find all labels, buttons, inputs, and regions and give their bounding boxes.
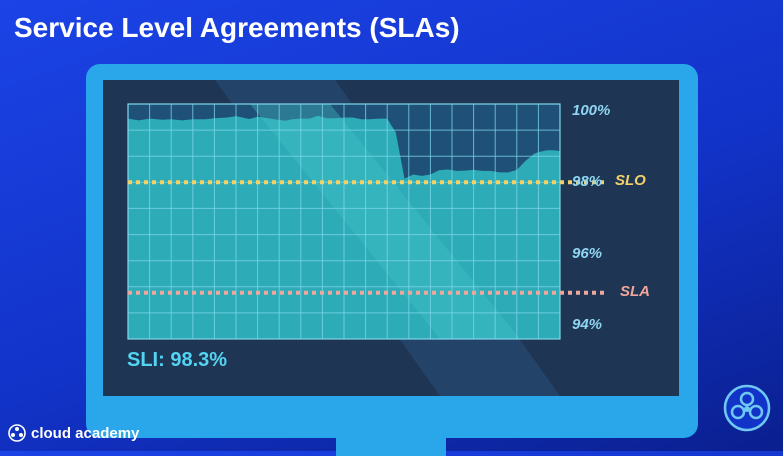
- grid-layer: [127, 103, 561, 340]
- y-tick-label: 96%: [572, 244, 603, 262]
- brand-name: cloud academy: [31, 424, 140, 442]
- plot-border: [127, 103, 561, 340]
- slo-label: SLO: [615, 172, 646, 190]
- cloud-academy-badge-icon: [723, 384, 771, 432]
- cloud-academy-logo-icon: [8, 424, 26, 442]
- y-tick-label: 94%: [572, 315, 603, 333]
- monitor-stand: [336, 436, 446, 456]
- page-title: Service Level Agreements (SLAs): [14, 12, 460, 43]
- sla-label: SLA: [620, 282, 650, 300]
- y-tick-label: 100%: [572, 102, 611, 120]
- y-tick-label: 98%: [572, 173, 603, 191]
- monitor-screen: [103, 80, 679, 396]
- sli-value: SLI: 98.3%: [127, 349, 228, 371]
- brand-logo: cloud academy: [8, 424, 139, 442]
- chart-svg: [127, 80, 606, 396]
